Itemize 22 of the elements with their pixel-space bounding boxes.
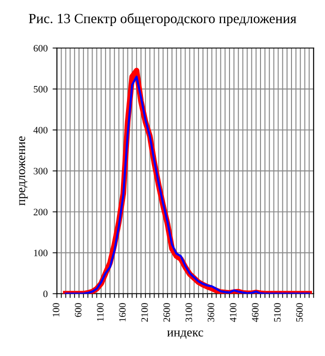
x-tick-label: 4600 xyxy=(252,303,259,322)
y-tick-label: 100 xyxy=(34,250,48,256)
y-tick-label: 300 xyxy=(34,168,48,174)
x-axis-title: индекс xyxy=(167,330,204,339)
y-axis-title: предложение xyxy=(19,136,28,206)
x-tick-label: 1100 xyxy=(97,303,104,321)
x-tick-label: 3100 xyxy=(186,303,192,322)
x-tick-label: 5100 xyxy=(274,303,281,322)
x-tick-label: 2600 xyxy=(163,303,170,322)
y-tick-label: 500 xyxy=(34,86,48,92)
x-tick-label: 2100 xyxy=(141,303,148,322)
x-tick-label: 3600 xyxy=(208,303,214,322)
x-tick-label: 100 xyxy=(52,303,60,316)
y-tick-label: 400 xyxy=(33,126,48,134)
chart-title: Рис. 13 Спектр общегородского предложения xyxy=(28,13,296,26)
y-tick-label: 200 xyxy=(34,208,48,216)
y-tick-label: 600 xyxy=(34,44,48,52)
x-tick-label: 1600 xyxy=(119,303,126,322)
x-tick-label: 600 xyxy=(74,303,82,317)
y-tick-label: 0 xyxy=(43,290,48,298)
x-tick-label: 5600 xyxy=(296,303,303,322)
x-tick-label: 4100 xyxy=(230,303,236,322)
